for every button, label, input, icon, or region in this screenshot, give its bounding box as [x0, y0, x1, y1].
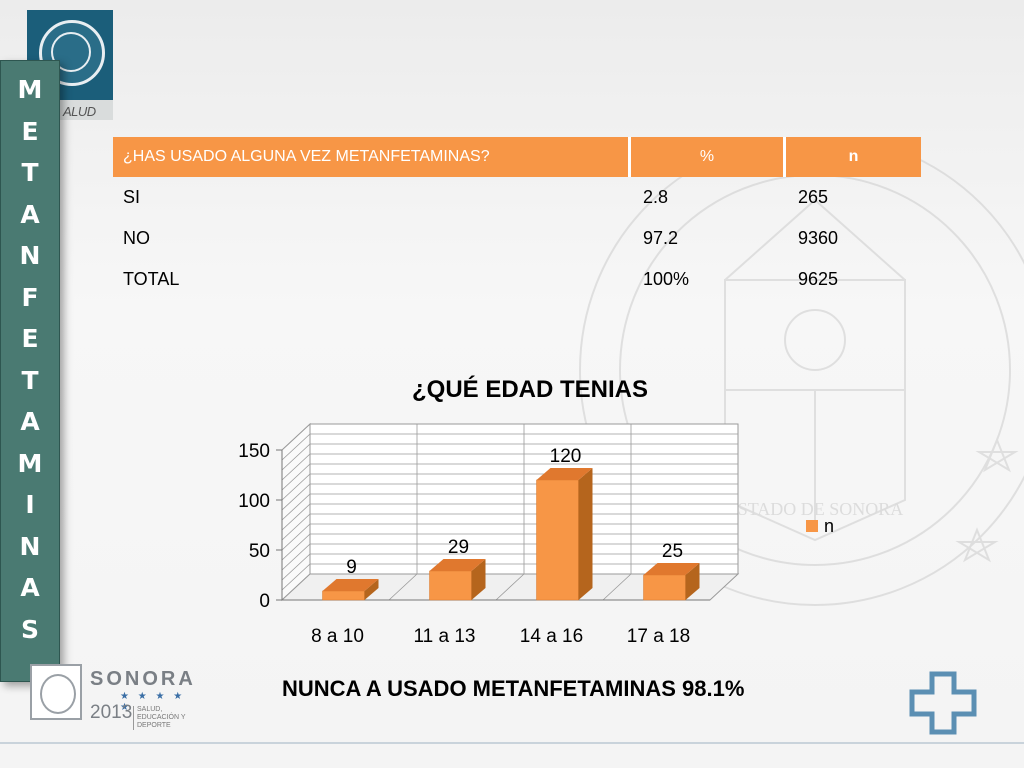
table-row: NO 97.2 9360 [113, 218, 921, 259]
gridline-side [281, 423, 311, 451]
sonora-logo: SONORA ★ ★ ★ ★ ★ 2013 SALUD, EDUCACIÓN Y… [30, 664, 193, 734]
stars-icon: ★ ★ ★ ★ ★ [120, 691, 186, 713]
data-label: 29 [448, 537, 469, 558]
gridline-side [281, 533, 311, 561]
bar [429, 570, 472, 601]
survey-table: ¿HAS USADO ALGUNA VEZ METANFETAMINAS? % … [113, 137, 921, 300]
gridline-side [281, 443, 311, 471]
age-bar-chart: ¿QUÉ EDAD TENIAS 0 50 100 150 9 8 a 10 29 11 a… [238, 375, 834, 647]
header-question: ¿HAS USADO ALGUNA VEZ METANFETAMINAS? [113, 137, 631, 177]
gridline-side [281, 553, 311, 581]
bar [536, 479, 579, 601]
data-label: 9 [346, 557, 357, 578]
bar [643, 574, 686, 601]
x-tick-label: 14 a 16 [520, 626, 583, 647]
bar-top [429, 559, 486, 571]
x-tick-label: 11 a 13 [414, 626, 476, 647]
floor-divider [495, 573, 525, 601]
cell-percent: 97.2 [643, 228, 679, 248]
legend-swatch [806, 520, 818, 532]
x-tick-label: 8 a 10 [311, 626, 364, 647]
side-letter: A [20, 407, 40, 436]
cell-n: 9625 [798, 269, 839, 289]
bar-side [578, 468, 593, 600]
gridline-side [281, 493, 311, 521]
gridline-side [281, 473, 311, 501]
y-tick-label: 50 [249, 541, 270, 562]
cell-percent: 2.8 [643, 187, 669, 207]
side-letter: S [20, 614, 39, 644]
x-tick-label: 17 a 18 [627, 626, 690, 647]
gridline-side [281, 543, 311, 571]
sonora-word: SONORA [90, 668, 196, 690]
data-label: 120 [550, 446, 582, 467]
bar-top [643, 563, 700, 575]
bar-top [536, 468, 593, 480]
side-letter: A [20, 199, 40, 229]
legend-label: n [824, 516, 834, 536]
state-seal-watermark: ESTADO DE SONORA [579, 140, 1024, 606]
data-label: 25 [662, 541, 683, 562]
y-tick-label: 100 [238, 491, 270, 512]
gridline-side [281, 453, 311, 481]
chart-side-wall [281, 422, 311, 602]
gridline-side [281, 563, 311, 591]
cell-n: 265 [798, 187, 829, 207]
bar-top [322, 579, 379, 591]
side-letter: A [20, 573, 40, 602]
y-tick-label: 150 [238, 441, 270, 462]
logo-text: ALUD [63, 104, 96, 119]
bar-side [364, 579, 379, 600]
side-letter: E [21, 324, 39, 353]
sonora-year: 2013 [90, 702, 133, 723]
gridline-side [281, 433, 311, 461]
gridline-side [281, 523, 311, 551]
cell-percent: 100% [643, 269, 690, 289]
gridline-side [281, 463, 311, 491]
cell-answer: TOTAL [123, 269, 180, 289]
side-letter: I [25, 490, 35, 519]
seal-icon [30, 664, 82, 720]
side-letter: F [21, 282, 39, 312]
side-letter: T [21, 365, 39, 395]
table-row: TOTAL 100% 9625 [113, 259, 921, 300]
bar-side [471, 559, 486, 600]
gridline-side [281, 483, 311, 511]
table-header: ¿HAS USADO ALGUNA VEZ METANFETAMINAS? % … [113, 137, 921, 177]
cell-answer: SI [123, 187, 141, 207]
sonora-slogan: SALUD, EDUCACIÓN Y DEPORTE [133, 706, 197, 730]
cell-n: 9360 [798, 228, 839, 248]
bar-side [685, 563, 700, 600]
side-letter: N [19, 241, 41, 270]
gridline-side [281, 513, 311, 541]
bottom-divider [0, 742, 1024, 744]
watermark-text: ESTADO DE SONORA [727, 499, 904, 519]
floor-divider [602, 573, 632, 601]
y-tick-label: 0 [259, 591, 270, 612]
floor-divider [388, 573, 418, 601]
bar [322, 590, 365, 601]
side-letter: T [21, 158, 39, 187]
side-letter: N [19, 531, 41, 561]
health-cross-icon [909, 671, 977, 735]
chart-legend: n [806, 516, 834, 536]
side-banner: M E T A N F E T A M I N A S [0, 60, 60, 682]
chart-title: ¿QUÉ EDAD TENIAS [412, 375, 648, 403]
side-letter: E [21, 116, 39, 146]
header-percent: % [631, 137, 786, 177]
cell-answer: NO [123, 228, 150, 248]
side-letter: M [17, 448, 43, 478]
table-row: SI 2.8 265 [113, 177, 921, 218]
header-n: n [786, 137, 921, 177]
gridline-side [281, 503, 311, 531]
side-letter: M [17, 75, 43, 104]
footer-note: NUNCA A USADO METANFETAMINAS 98.1% [282, 676, 745, 701]
